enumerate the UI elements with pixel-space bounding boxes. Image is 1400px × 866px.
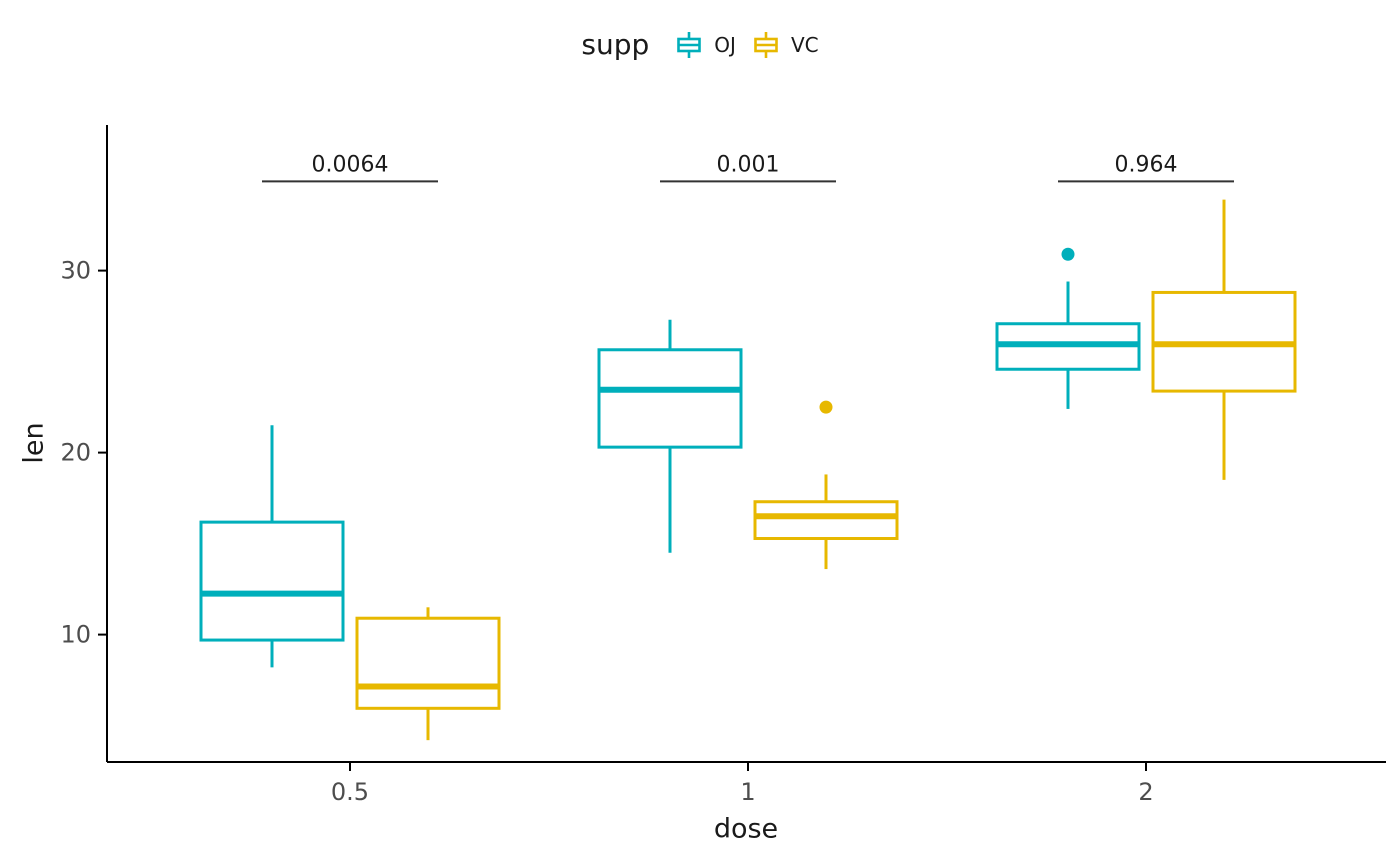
y-tick-label: 10 bbox=[60, 621, 91, 649]
y-tick-label: 20 bbox=[60, 439, 91, 467]
x-tick-label: 0.5 bbox=[331, 778, 369, 806]
p-value-label: 0.0064 bbox=[312, 152, 389, 177]
boxplot-vc-dose-1 bbox=[753, 400, 899, 570]
comparison-dose-2: 0.964 bbox=[1058, 152, 1234, 183]
legend-label-oj: OJ bbox=[714, 32, 736, 57]
comparison-dose-1: 0.001 bbox=[660, 152, 836, 183]
legend-label-vc: VC bbox=[790, 32, 819, 57]
boxplot-oj-dose-1 bbox=[597, 319, 743, 553]
legend-item-vc: VC bbox=[750, 29, 819, 61]
box bbox=[597, 348, 743, 449]
x-tick-label: 1 bbox=[740, 778, 755, 806]
legend: supp OJ VC bbox=[0, 28, 1400, 61]
x-tick-label: 2 bbox=[1138, 778, 1153, 806]
y-tick-label: 30 bbox=[60, 257, 91, 285]
y-axis-title: len bbox=[18, 422, 50, 464]
legend-title: supp bbox=[581, 28, 650, 61]
boxplot-key-icon-oj bbox=[677, 31, 702, 58]
box bbox=[355, 616, 501, 710]
box bbox=[199, 520, 345, 642]
boxplot-oj-dose-0.5 bbox=[199, 425, 345, 668]
boxplot-vc-dose-0.5 bbox=[355, 607, 501, 741]
p-value-label: 0.964 bbox=[1115, 152, 1178, 177]
outlier-point bbox=[1061, 247, 1075, 261]
x-axis-title: dose bbox=[713, 813, 779, 845]
boxplot-oj-dose-2 bbox=[995, 247, 1141, 409]
p-value-label: 0.001 bbox=[717, 152, 780, 177]
boxplot-vc-dose-2 bbox=[1151, 199, 1297, 480]
legend-item-oj: OJ bbox=[673, 29, 736, 61]
boxplot-key-icon-vc bbox=[754, 31, 778, 58]
outlier-point bbox=[819, 400, 833, 414]
comparison-dose-0.5: 0.0064 bbox=[262, 152, 438, 183]
box bbox=[753, 500, 899, 541]
